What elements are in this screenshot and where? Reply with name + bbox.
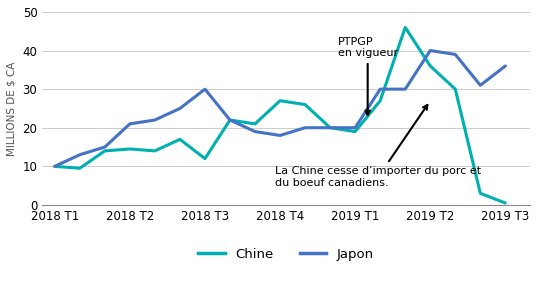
- Legend: Chine, Japon: Chine, Japon: [193, 242, 380, 266]
- Y-axis label: MILLIONS DE $ CA: MILLIONS DE $ CA: [7, 61, 17, 156]
- Text: La Chine cesse d’importer du porc et
du boeuf canadiens.: La Chine cesse d’importer du porc et du …: [275, 105, 481, 188]
- Text: PTPGP
en vigueur: PTPGP en vigueur: [338, 37, 398, 115]
